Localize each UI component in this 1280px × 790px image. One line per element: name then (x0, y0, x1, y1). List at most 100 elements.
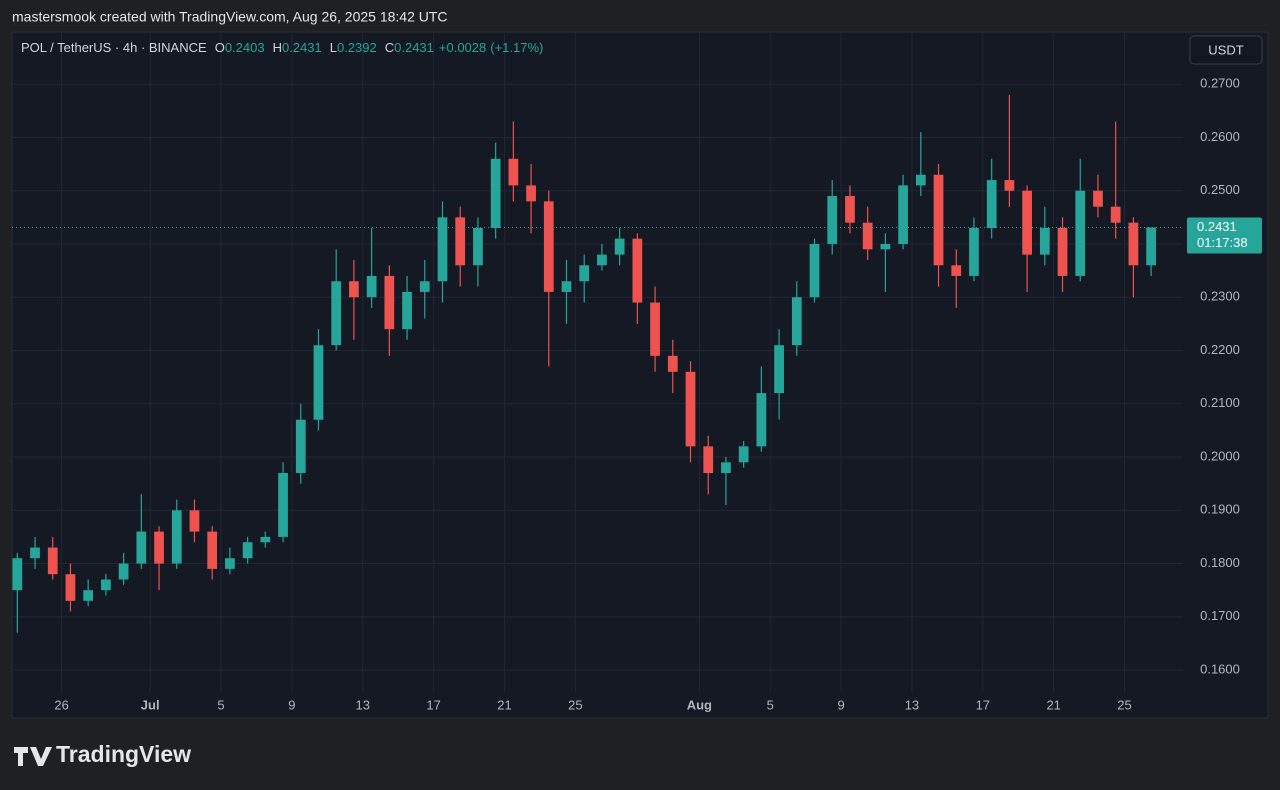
candle-body (366, 275, 377, 298)
candle-body (703, 446, 714, 473)
candle-body (526, 185, 536, 202)
y-tick-label: 0.2500 (1200, 182, 1240, 197)
legend-l: 0.2392 (337, 40, 377, 55)
panel (11, 31, 1269, 719)
x-tick-label: 13 (905, 697, 919, 712)
candle-body (809, 243, 820, 298)
candle-body (30, 547, 40, 559)
candle-body (1022, 190, 1032, 255)
candle-body (614, 238, 625, 255)
ohlc-legend: POL / TetherUS · 4h · BINANCE O0.2403 H0.2… (21, 40, 543, 55)
x-tick-label: 9 (837, 697, 844, 712)
x-tick-label: 21 (1046, 697, 1060, 712)
candle-body (827, 196, 838, 244)
candle-body (862, 222, 873, 250)
x-tick-label: 9 (288, 697, 295, 712)
x-tick-label: 17 (976, 697, 990, 712)
candle-body (774, 345, 784, 394)
x-tick-label: 5 (767, 697, 774, 712)
candle-body (933, 174, 944, 266)
candle-body (384, 275, 395, 330)
candle-body (1004, 180, 1015, 191)
candle-body (260, 536, 271, 543)
y-tick-label: 0.2000 (1200, 448, 1240, 463)
candle-body (1057, 228, 1068, 276)
candle-body (791, 297, 802, 346)
x-tick-label: 13 (356, 697, 370, 712)
price-tag (1187, 217, 1262, 254)
logo: TradingView (14, 741, 191, 767)
candle-body (667, 355, 678, 372)
candle-body (490, 158, 501, 228)
x-tick-label: 17 (426, 697, 440, 712)
candle-body (632, 238, 643, 303)
candle-body (47, 547, 58, 575)
legend-title: POL / TetherUS · 4h · BINANCE (21, 40, 207, 55)
candle-body (402, 291, 412, 330)
candle-body (419, 281, 430, 292)
y-tick-label: 0.2300 (1200, 289, 1240, 304)
x-tick-label: 5 (217, 697, 224, 712)
x-tick-label: Jul (141, 697, 160, 712)
candle-body (83, 590, 94, 601)
candle-body (189, 510, 200, 532)
candle-body (154, 531, 164, 564)
logo-text: TradingView (56, 741, 191, 767)
legend-change: +0.0028 (439, 40, 486, 55)
candle-body (171, 510, 182, 564)
x-tick-label: Aug (687, 697, 712, 712)
candle-body (1128, 222, 1139, 266)
x-tick-label: 25 (1117, 697, 1131, 712)
legend-change-pct: (+1.17%) (490, 40, 543, 55)
y-tick-label: 0.1900 (1200, 502, 1240, 517)
x-tick-label: 21 (497, 697, 511, 712)
candle-body (543, 201, 554, 292)
legend-l-label: L (330, 40, 337, 55)
candle-body (437, 217, 448, 282)
candle-body (313, 345, 324, 420)
candle-body (579, 265, 590, 282)
candle-body (207, 531, 218, 569)
candle-body (331, 281, 342, 346)
price-tag-countdown: 01:17:38 (1197, 235, 1248, 250)
legend-h: 0.2431 (282, 40, 322, 55)
candle-body (969, 228, 979, 276)
candle-body (1146, 227, 1156, 266)
price-tag-value: 0.2431 (1197, 219, 1237, 234)
legend-h-label: H (273, 40, 282, 55)
currency-button[interactable] (1189, 35, 1263, 65)
y-tick-label: 0.2600 (1200, 129, 1240, 144)
candle-body (1110, 206, 1121, 223)
candle-body (738, 446, 749, 463)
credit: mastersmook created with TradingView.com… (12, 9, 448, 25)
candle-body (136, 531, 147, 564)
currency-label: USDT (1208, 42, 1243, 57)
y-tick-label: 0.1600 (1200, 662, 1240, 677)
candle-body (278, 473, 288, 537)
candle-body (597, 254, 607, 266)
legend-o-label: O (215, 40, 225, 55)
candle-body (1093, 190, 1103, 207)
candle-body (650, 302, 660, 356)
x-tick-label: 25 (568, 697, 582, 712)
y-tick-label: 0.2100 (1200, 395, 1240, 410)
candle-body (756, 393, 767, 447)
candle-body (951, 265, 962, 276)
candle-body (473, 228, 483, 266)
candle-body (561, 281, 572, 292)
candle-body (12, 558, 23, 591)
candle-body (349, 281, 359, 298)
candle-body (986, 180, 997, 228)
y-tick-label: 0.1700 (1200, 608, 1240, 623)
candle-body (898, 185, 908, 244)
x-tick-label: 26 (54, 697, 68, 712)
legend-o: 0.2403 (225, 40, 265, 55)
legend-c-label: C (385, 40, 394, 55)
y-tick-label: 0.1800 (1200, 555, 1240, 570)
candle-body (242, 542, 253, 559)
legend-c: 0.2431 (394, 40, 434, 55)
candle-body (65, 574, 76, 601)
candle-body (508, 158, 519, 186)
